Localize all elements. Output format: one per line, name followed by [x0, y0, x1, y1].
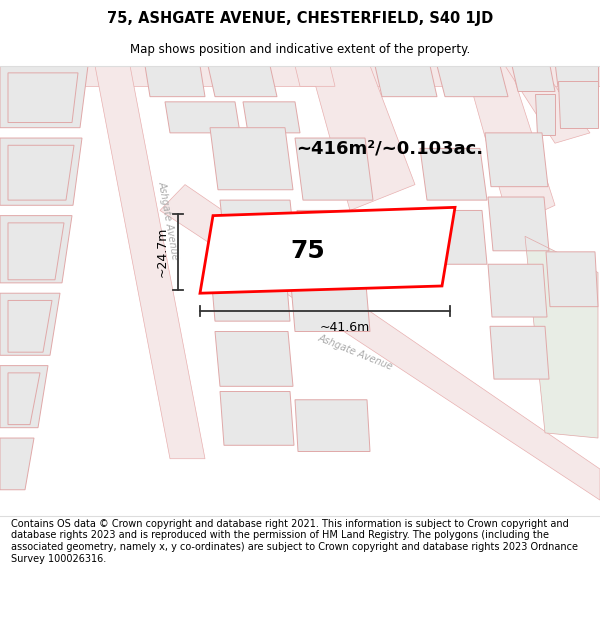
Polygon shape: [297, 211, 373, 268]
Polygon shape: [0, 138, 82, 205]
Polygon shape: [488, 197, 549, 251]
Polygon shape: [0, 216, 72, 283]
Polygon shape: [375, 66, 437, 97]
Text: ~416m²/~0.103ac.: ~416m²/~0.103ac.: [296, 139, 484, 158]
Polygon shape: [8, 145, 74, 200]
Polygon shape: [210, 262, 290, 321]
Polygon shape: [437, 66, 508, 97]
Text: Contains OS data © Crown copyright and database right 2021. This information is : Contains OS data © Crown copyright and d…: [11, 519, 578, 564]
Text: 75, ASHGATE AVENUE, CHESTERFIELD, S40 1JD: 75, ASHGATE AVENUE, CHESTERFIELD, S40 1J…: [107, 11, 493, 26]
Polygon shape: [490, 326, 549, 379]
Polygon shape: [200, 208, 455, 293]
Polygon shape: [215, 331, 293, 386]
Text: ~24.7m: ~24.7m: [155, 227, 169, 277]
Polygon shape: [555, 66, 598, 91]
Polygon shape: [488, 264, 547, 317]
Polygon shape: [8, 73, 78, 122]
Text: Map shows position and indicative extent of the property.: Map shows position and indicative extent…: [130, 44, 470, 56]
Polygon shape: [0, 66, 88, 128]
Polygon shape: [295, 400, 370, 451]
Polygon shape: [558, 81, 598, 127]
Polygon shape: [310, 66, 415, 211]
Polygon shape: [220, 200, 296, 257]
Polygon shape: [295, 66, 335, 86]
Text: ~41.6m: ~41.6m: [320, 321, 370, 334]
Polygon shape: [535, 94, 555, 135]
Polygon shape: [290, 272, 370, 331]
Polygon shape: [420, 148, 487, 200]
Polygon shape: [295, 138, 373, 200]
Polygon shape: [220, 391, 294, 445]
Polygon shape: [465, 66, 555, 226]
Polygon shape: [145, 66, 205, 97]
Text: 75: 75: [290, 239, 325, 262]
Polygon shape: [165, 102, 240, 133]
Polygon shape: [8, 301, 52, 352]
Polygon shape: [512, 66, 555, 91]
Polygon shape: [505, 66, 590, 143]
Polygon shape: [208, 66, 277, 97]
Polygon shape: [210, 127, 293, 190]
Text: Ashgate Avenue: Ashgate Avenue: [316, 332, 394, 372]
Polygon shape: [425, 211, 487, 264]
Polygon shape: [525, 236, 598, 438]
Polygon shape: [243, 102, 300, 133]
Polygon shape: [160, 184, 600, 500]
Polygon shape: [0, 366, 48, 428]
Polygon shape: [0, 438, 34, 490]
Polygon shape: [8, 373, 40, 424]
Polygon shape: [0, 293, 60, 355]
Polygon shape: [95, 66, 205, 459]
Polygon shape: [485, 133, 548, 187]
Text: Ashgate Avenue: Ashgate Avenue: [156, 181, 180, 261]
Polygon shape: [546, 252, 598, 307]
Polygon shape: [8, 223, 64, 280]
Polygon shape: [0, 66, 600, 86]
